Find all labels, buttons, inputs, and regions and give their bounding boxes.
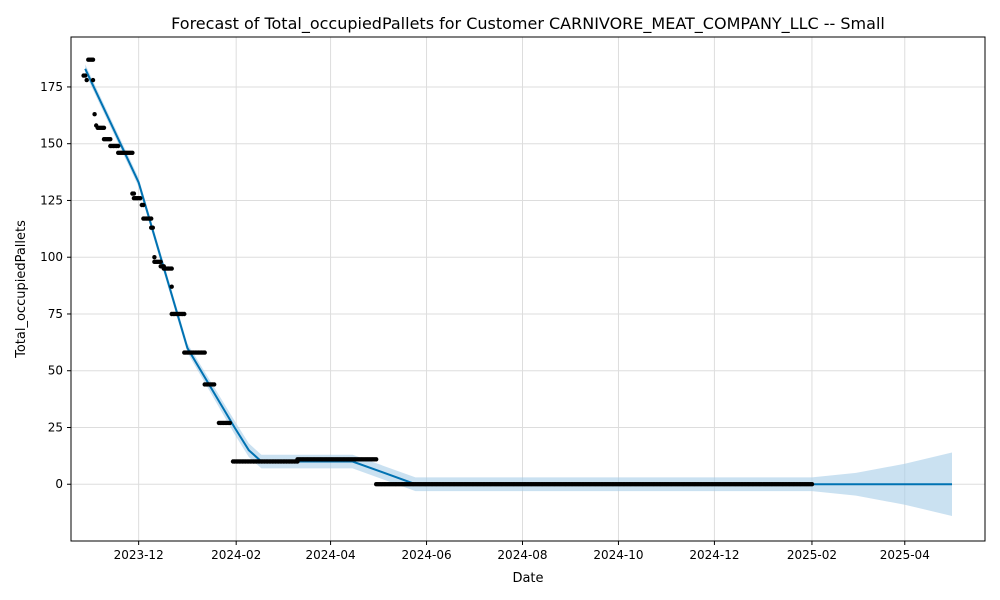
chart-title: Forecast of Total_occupiedPallets for Cu…: [171, 14, 885, 34]
observed-point: [374, 457, 379, 462]
observed-point: [169, 284, 174, 289]
x-tick-label: 2024-04: [305, 548, 355, 562]
y-tick-label: 75: [48, 307, 63, 321]
observed-points: [81, 57, 815, 487]
x-tick-label: 2024-06: [401, 548, 451, 562]
observed-point: [90, 57, 96, 62]
observed-point: [108, 137, 113, 142]
observed-point: [84, 77, 89, 83]
observed-point: [116, 143, 121, 149]
x-tick-label: 2023-12: [114, 548, 164, 562]
observed-point: [212, 382, 217, 387]
forecast-line-group: [84, 68, 952, 486]
observed-point: [141, 202, 146, 208]
plot-frame: [70, 36, 986, 542]
x-tick-label: 2025-04: [880, 548, 930, 562]
x-axis-ticks: 2023-12 2024-02 2024-04 2024-06 2024-08 2024-…: [114, 541, 930, 562]
observed-point: [101, 125, 107, 130]
observed-point: [182, 311, 187, 317]
y-axis-ticks: 0 25 50 75 100 125 150 175: [40, 80, 71, 491]
observed-point: [131, 191, 137, 196]
y-tick-label: 150: [40, 137, 63, 151]
x-tick-label: 2024-10: [593, 548, 643, 562]
observed-point: [92, 112, 97, 117]
observed-point: [169, 266, 174, 271]
x-tick-label: 2024-08: [497, 548, 547, 562]
observed-point: [152, 255, 157, 260]
x-axis-title: Date: [512, 571, 543, 586]
x-tick-label: 2024-02: [211, 548, 261, 562]
forecast-line: [84, 68, 952, 486]
observed-point: [149, 216, 154, 221]
observed-point: [202, 350, 207, 355]
observed-point: [90, 77, 96, 83]
observed-point: [83, 73, 88, 78]
x-tick-label: 2025-02: [787, 548, 837, 562]
y-tick-label: 50: [48, 364, 63, 378]
y-axis-title: Total_occupiedPallets: [14, 220, 29, 359]
grid-lines: [71, 37, 985, 541]
y-tick-label: 125: [40, 193, 63, 207]
observed-point: [158, 259, 163, 264]
observed-point: [150, 225, 155, 230]
x-tick-label: 2024-12: [689, 548, 739, 562]
observed-point: [809, 482, 815, 487]
y-tick-label: 100: [40, 250, 63, 264]
y-tick-label: 0: [55, 477, 63, 491]
y-tick-label: 175: [40, 80, 63, 94]
observed-point: [138, 196, 143, 201]
y-tick-label: 25: [48, 420, 63, 434]
observed-point: [130, 150, 135, 155]
observed-point: [227, 420, 233, 426]
